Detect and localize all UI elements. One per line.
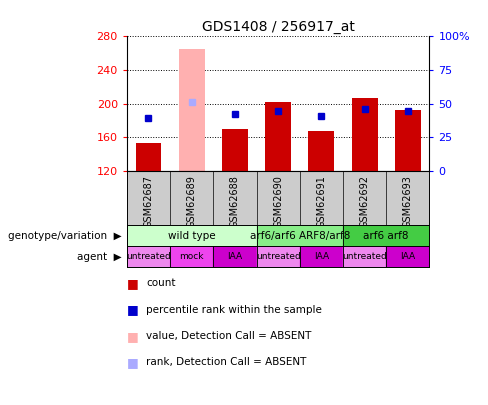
Bar	[170, 246, 213, 267]
Text: rank, Detection Call = ABSENT: rank, Detection Call = ABSENT	[146, 358, 307, 367]
Text: ■: ■	[127, 277, 139, 290]
Text: arf6/arf6 ARF8/arf8: arf6/arf6 ARF8/arf8	[249, 230, 350, 241]
Text: value, Detection Call = ABSENT: value, Detection Call = ABSENT	[146, 331, 312, 341]
Bar	[213, 246, 257, 267]
Text: GSM62688: GSM62688	[230, 175, 240, 228]
Text: GSM62691: GSM62691	[316, 175, 326, 228]
Text: wild type: wild type	[168, 230, 216, 241]
Text: genotype/variation  ▶: genotype/variation ▶	[8, 230, 122, 241]
Bar	[257, 246, 300, 267]
Text: GSM62692: GSM62692	[360, 175, 369, 228]
Text: IAA: IAA	[400, 252, 415, 261]
Text: percentile rank within the sample: percentile rank within the sample	[146, 305, 322, 315]
Bar	[343, 246, 386, 267]
Bar	[257, 225, 343, 246]
Bar	[136, 143, 162, 171]
Bar	[300, 246, 343, 267]
Text: GSM62689: GSM62689	[187, 175, 197, 228]
Text: count: count	[146, 279, 176, 288]
Text: GSM62690: GSM62690	[273, 175, 283, 228]
Title: GDS1408 / 256917_at: GDS1408 / 256917_at	[202, 20, 355, 34]
Text: agent  ▶: agent ▶	[78, 252, 122, 262]
Text: untreated: untreated	[256, 252, 301, 261]
Bar	[127, 225, 257, 246]
Text: untreated: untreated	[126, 252, 171, 261]
Bar	[343, 225, 429, 246]
Text: ■: ■	[127, 330, 139, 343]
Text: IAA: IAA	[227, 252, 243, 261]
Text: arf6 arf8: arf6 arf8	[364, 230, 409, 241]
Text: ■: ■	[127, 303, 139, 316]
Text: mock: mock	[180, 252, 204, 261]
Bar	[308, 131, 334, 171]
Text: untreated: untreated	[342, 252, 387, 261]
Text: GSM62693: GSM62693	[403, 175, 413, 228]
Bar	[386, 246, 429, 267]
Text: IAA: IAA	[314, 252, 329, 261]
Bar	[265, 102, 291, 171]
Text: ■: ■	[127, 356, 139, 369]
Bar	[352, 98, 378, 171]
Bar	[395, 110, 421, 171]
Bar	[127, 246, 170, 267]
Bar	[179, 49, 204, 171]
Text: GSM62687: GSM62687	[143, 175, 154, 228]
Bar	[222, 129, 248, 171]
